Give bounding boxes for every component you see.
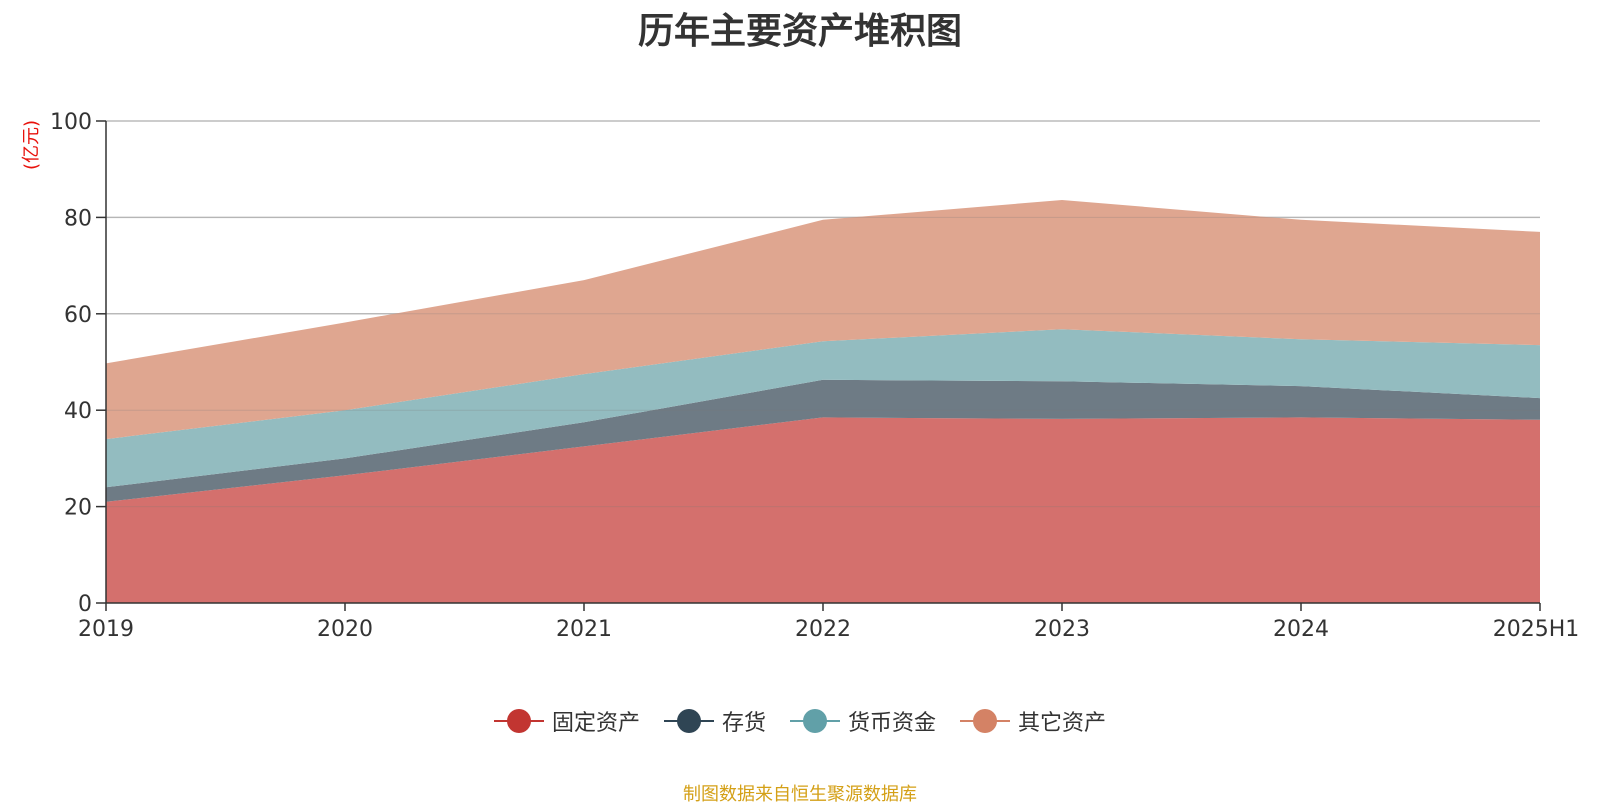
legend-marker <box>663 708 714 734</box>
legend-item-2[interactable]: 存货 <box>663 705 766 737</box>
tick-labels: 0 20 40 60 80 100 2019 2020 2021 2022 2023 2024 2025… <box>50 110 1579 642</box>
x-tick-label: 2020 <box>317 617 373 642</box>
y-tick-label: 20 <box>64 496 92 521</box>
area-series-1 <box>106 417 1540 603</box>
legend-label: 其它资产 <box>1018 711 1107 736</box>
area-series-2 <box>106 379 1540 502</box>
y-tick-label: 80 <box>64 206 92 231</box>
legend-marker <box>493 708 544 734</box>
chart-title: 历年主要资产堆积图 <box>637 11 962 52</box>
y-tick-label: 60 <box>64 303 92 328</box>
x-tick-label: 2024 <box>1273 617 1329 642</box>
legend-item-3[interactable]: 货币资金 <box>790 705 936 737</box>
area-series <box>106 120 1540 603</box>
y-tick-label: 100 <box>50 110 92 135</box>
data-source-note: 制图数据来自恒生聚源数据库 <box>683 784 917 805</box>
legend-marker <box>790 708 840 734</box>
y-tick-label: 0 <box>78 592 92 617</box>
x-tick-label: 2019 <box>78 617 134 642</box>
area-series-4 <box>106 200 1540 440</box>
chart-legend: 固定资产 存货 货币资金 其它资产 <box>0 705 1600 737</box>
legend-item-4[interactable]: 其它资产 <box>960 705 1106 737</box>
legend-marker <box>960 708 1011 734</box>
legend-label: 存货 <box>721 711 766 736</box>
stacked-area-chart: 0 20 40 60 80 100 2019 2020 2021 2022 2023 2024 2025… <box>50 110 1579 642</box>
legend-item-1[interactable]: 固定资产 <box>493 705 640 737</box>
x-tick-label: 2025H1 <box>1493 617 1580 642</box>
legend-label: 货币资金 <box>848 711 937 736</box>
y-tick-label: 40 <box>64 399 92 424</box>
legend-label: 固定资产 <box>551 711 640 736</box>
axes <box>96 120 1541 611</box>
x-tick-label: 2021 <box>556 617 612 642</box>
area-series-3 <box>106 329 1540 488</box>
x-tick-label: 2022 <box>795 617 851 642</box>
x-tick-label: 2023 <box>1034 617 1090 642</box>
